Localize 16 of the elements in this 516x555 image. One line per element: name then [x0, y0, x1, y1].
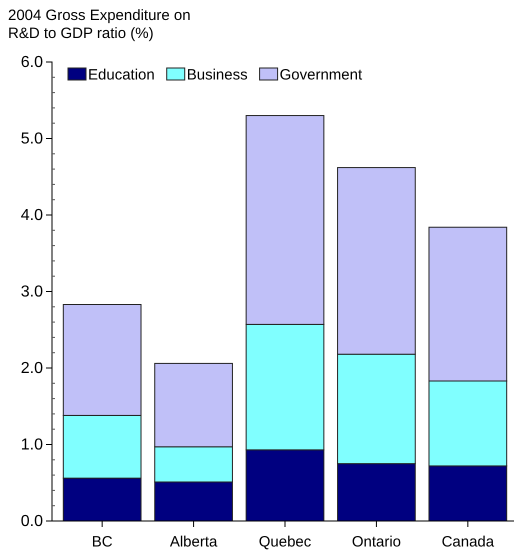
y-tick-label: 2.0: [20, 360, 44, 378]
legend-label: Education: [88, 66, 155, 84]
y-tick-label: 3.0: [20, 284, 44, 301]
x-tick-label: Quebec: [258, 534, 312, 550]
legend-label: Business: [186, 66, 248, 84]
x-tick-label: Ontario: [352, 534, 402, 550]
chart-title: 2004 Gross Expenditure on R&D to GDP ratio (%): [8, 7, 191, 42]
x-tick-label: BC: [92, 534, 113, 550]
x-tick-label: Canada: [442, 534, 495, 550]
y-tick-label: 6.0: [20, 54, 44, 72]
y-tick-label: 4.0: [20, 207, 44, 224]
legend-label: Government: [280, 66, 363, 84]
y-tick-label: 0.0: [20, 513, 44, 530]
y-tick-label: 1.0: [20, 436, 44, 454]
y-tick-label: 5.0: [20, 130, 44, 148]
x-tick-label: Alberta: [170, 534, 218, 550]
